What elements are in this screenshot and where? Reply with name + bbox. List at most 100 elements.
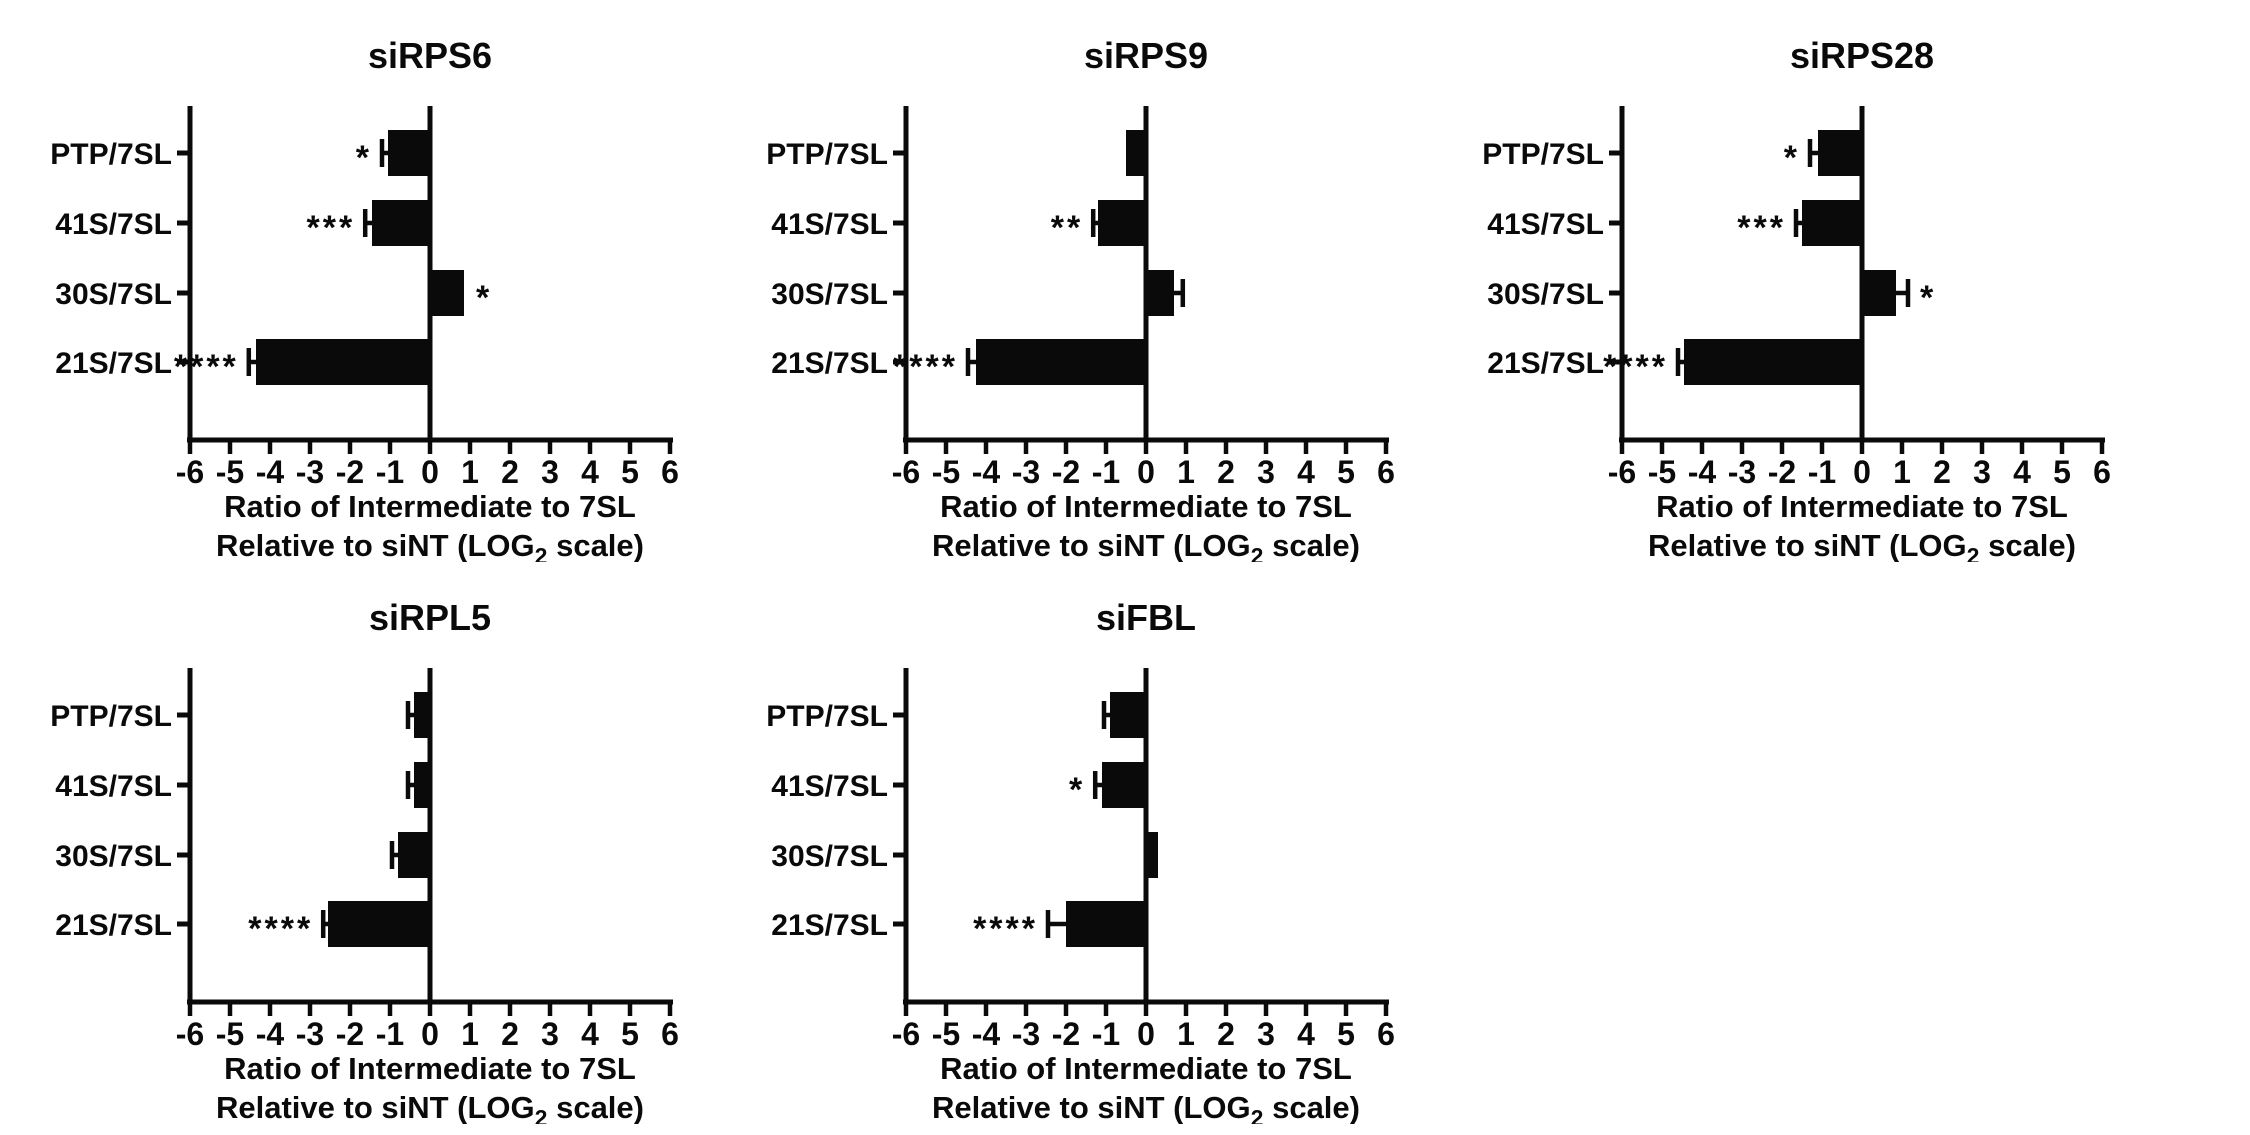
x-tick-label: -1 — [1092, 454, 1120, 490]
x-tick-label: -4 — [256, 1016, 285, 1052]
x-tick-label: 2 — [501, 1016, 519, 1052]
x-tick-label: -3 — [1012, 1016, 1040, 1052]
x-tick-label: 0 — [1137, 454, 1155, 490]
x-tick-label: -1 — [376, 454, 404, 490]
x-tick-label: 3 — [1973, 454, 1991, 490]
category-label: PTP/7SL — [766, 700, 888, 733]
significance-stars: **** — [1603, 348, 1668, 386]
data-bar — [1146, 832, 1158, 878]
bar-chart-sirpl5: siRPL5 -6 -5 -4 -3 -2 -1 0 1 2 3 4 5 6 PTP/7SL 41S/7SL 3… — [0, 562, 750, 1124]
x-tick-label: 6 — [661, 454, 679, 490]
x-tick-label: -5 — [1648, 454, 1676, 490]
x-tick-label: 5 — [621, 1016, 639, 1052]
category-label: 21S/7SL — [55, 347, 172, 380]
significance-stars: **** — [248, 910, 313, 948]
x-tick-label: 5 — [1337, 1016, 1355, 1052]
data-bar — [398, 832, 430, 878]
x-tick-label: -2 — [1052, 1016, 1080, 1052]
x-tick-label: 1 — [1177, 454, 1195, 490]
x-tick-label: 2 — [1217, 454, 1235, 490]
x-tick-label: 1 — [461, 454, 479, 490]
x-axis-caption-line2: Relative to siNT (LOG2 scale) — [216, 528, 644, 562]
data-bar — [388, 130, 430, 176]
x-tick-label: 1 — [1177, 1016, 1195, 1052]
category-label: 41S/7SL — [55, 208, 172, 241]
bar-chart-sifbl: siFBL -6 -5 -4 -3 -2 -1 0 1 2 3 4 5 6 PTP/7SL 41S/7SL * 3… — [716, 562, 1466, 1124]
chart-svg: siRPS9 -6 -5 -4 -3 -2 -1 0 1 2 3 4 5 6 PTP/7SL 41S/7SL *… — [766, 35, 1395, 562]
x-tick-label: 4 — [581, 1016, 599, 1052]
bar-chart-sirps28: siRPS28 -6 -5 -4 -3 -2 -1 0 1 2 3 4 5 6 PTP/7SL * 41S/7S… — [1432, 0, 2182, 562]
x-tick-label: 1 — [1893, 454, 1911, 490]
x-tick-label: 5 — [1337, 454, 1355, 490]
category-label: PTP/7SL — [766, 138, 888, 171]
x-tick-label: 3 — [541, 1016, 559, 1052]
x-tick-label: 0 — [421, 1016, 439, 1052]
x-tick-label: 5 — [2053, 454, 2071, 490]
x-tick-label: 3 — [1257, 1016, 1275, 1052]
data-bar — [1126, 130, 1146, 176]
x-tick-label: 6 — [1377, 1016, 1395, 1052]
category-label: 30S/7SL — [771, 278, 888, 311]
data-bar — [1684, 339, 1862, 385]
x-tick-label: 6 — [1377, 454, 1395, 490]
category-label: 41S/7SL — [1487, 208, 1604, 241]
chart-title: siRPS9 — [1084, 35, 1208, 76]
x-tick-label: -5 — [932, 1016, 960, 1052]
x-tick-label: -2 — [1052, 454, 1080, 490]
significance-stars: **** — [973, 910, 1038, 948]
chart-svg: siRPL5 -6 -5 -4 -3 -2 -1 0 1 2 3 4 5 6 PTP/7SL 41S/7SL 3… — [50, 597, 679, 1124]
x-axis-caption-line1: Ratio of Intermediate to 7SL — [224, 489, 636, 524]
x-axis-caption-line2: Relative to siNT (LOG2 scale) — [216, 1090, 644, 1124]
chart-title: siRPS6 — [368, 35, 492, 76]
x-tick-label: 4 — [2013, 454, 2031, 490]
chart-title: siRPS28 — [1790, 35, 1934, 76]
x-tick-label: 5 — [621, 454, 639, 490]
x-tick-label: 3 — [541, 454, 559, 490]
data-bar — [1862, 270, 1896, 316]
category-label: 30S/7SL — [55, 278, 172, 311]
bar-chart-sirps9: siRPS9 -6 -5 -4 -3 -2 -1 0 1 2 3 4 5 6 PTP/7SL 41S/7SL *… — [716, 0, 1466, 562]
category-label: 30S/7SL — [55, 840, 172, 873]
x-axis-caption-line2: Relative to siNT (LOG2 scale) — [1648, 528, 2076, 562]
x-tick-label: -4 — [1688, 454, 1717, 490]
x-tick-label: 2 — [1933, 454, 1951, 490]
x-tick-label: -1 — [376, 1016, 404, 1052]
x-tick-label: 4 — [1297, 454, 1315, 490]
x-tick-label: -6 — [176, 1016, 204, 1052]
significance-stars: *** — [306, 209, 355, 247]
bar-chart-sirps6: siRPS6 -6 -5 -4 -3 -2 -1 0 1 2 3 4 5 6 PTP/7SL * 41S/7SL… — [0, 0, 750, 562]
chart-svg: siFBL -6 -5 -4 -3 -2 -1 0 1 2 3 4 5 6 PTP/7SL 41S/7SL * 3… — [766, 597, 1395, 1124]
x-tick-label: 0 — [1137, 1016, 1155, 1052]
category-label: PTP/7SL — [50, 700, 172, 733]
data-bar — [976, 339, 1146, 385]
x-axis-caption-line1: Ratio of Intermediate to 7SL — [940, 1051, 1352, 1086]
data-bar — [1146, 270, 1174, 316]
significance-stars: * — [476, 279, 492, 317]
data-bar — [1802, 200, 1862, 246]
significance-stars: **** — [893, 348, 958, 386]
x-tick-label: 6 — [661, 1016, 679, 1052]
x-tick-label: -2 — [1768, 454, 1796, 490]
x-tick-label: -2 — [336, 1016, 364, 1052]
data-bar — [372, 200, 430, 246]
x-axis-caption-line2: Relative to siNT (LOG2 scale) — [932, 1090, 1360, 1124]
x-axis-caption-line1: Ratio of Intermediate to 7SL — [940, 489, 1352, 524]
category-label: 30S/7SL — [771, 840, 888, 873]
x-axis-caption-line1: Ratio of Intermediate to 7SL — [224, 1051, 636, 1086]
category-label: 41S/7SL — [771, 208, 888, 241]
x-tick-label: -5 — [932, 454, 960, 490]
data-bar — [1102, 762, 1146, 808]
chart-svg: siRPS28 -6 -5 -4 -3 -2 -1 0 1 2 3 4 5 6 PTP/7SL * 41S/7S… — [1482, 35, 2111, 562]
significance-stars: ** — [1051, 209, 1083, 247]
x-tick-label: -5 — [216, 1016, 244, 1052]
data-bar — [414, 692, 430, 738]
x-tick-label: -4 — [972, 454, 1001, 490]
x-tick-label: -6 — [176, 454, 204, 490]
x-axis-caption-line2: Relative to siNT (LOG2 scale) — [932, 528, 1360, 562]
x-tick-label: -1 — [1092, 1016, 1120, 1052]
category-label: 21S/7SL — [55, 909, 172, 942]
x-tick-label: 6 — [2093, 454, 2111, 490]
category-label: 30S/7SL — [1487, 278, 1604, 311]
chart-svg: siRPS6 -6 -5 -4 -3 -2 -1 0 1 2 3 4 5 6 PTP/7SL * 41S/7SL… — [50, 35, 679, 562]
category-label: PTP/7SL — [1482, 138, 1604, 171]
